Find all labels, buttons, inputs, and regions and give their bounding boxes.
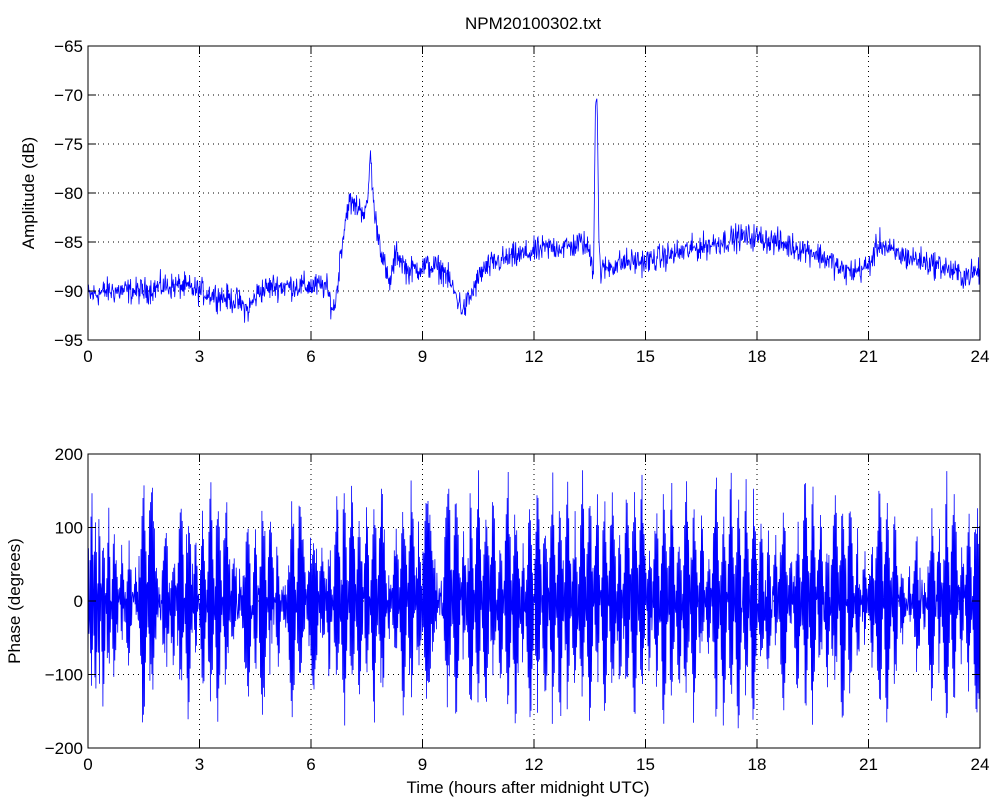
x-tick-label: 24 — [971, 347, 990, 366]
x-tick-label: 6 — [306, 347, 315, 366]
x-tick-label: 0 — [83, 755, 92, 774]
y-tick-label: −100 — [45, 666, 83, 685]
x-tick-label: 15 — [636, 755, 655, 774]
x-tick-label: 12 — [525, 755, 544, 774]
x-tick-label: 18 — [748, 755, 767, 774]
y-tick-label: −65 — [54, 37, 83, 56]
y-tick-label: −85 — [54, 233, 83, 252]
x-tick-label: 21 — [859, 755, 878, 774]
y-tick-label: −95 — [54, 331, 83, 350]
y-tick-label: −90 — [54, 282, 83, 301]
x-tick-label: 6 — [306, 755, 315, 774]
x-tick-label: 18 — [748, 347, 767, 366]
y-tick-label: −75 — [54, 135, 83, 154]
x-tick-label: 21 — [859, 347, 878, 366]
x-axis-label: Time (hours after midnight UTC) — [406, 778, 649, 797]
x-tick-label: 12 — [525, 347, 544, 366]
y-tick-label: −80 — [54, 184, 83, 203]
y-tick-label: −200 — [45, 739, 83, 758]
y-tick-label: 100 — [55, 519, 83, 538]
x-tick-label: 24 — [971, 755, 990, 774]
y-tick-label: −70 — [54, 86, 83, 105]
x-tick-label: 0 — [83, 347, 92, 366]
data-line-2 — [87, 470, 981, 729]
x-tick-label: 9 — [418, 755, 427, 774]
x-tick-label: 15 — [636, 347, 655, 366]
y-axis-label: Phase (degrees) — [5, 538, 24, 664]
x-tick-label: 3 — [195, 755, 204, 774]
y-tick-label: 200 — [55, 445, 83, 464]
y-tick-label: 0 — [74, 592, 83, 611]
y-axis-label: Amplitude (dB) — [19, 137, 38, 249]
x-tick-label: 9 — [418, 347, 427, 366]
figure-title: NPM20100302.txt — [465, 14, 601, 33]
data-line-1 — [87, 98, 981, 323]
x-tick-label: 3 — [195, 347, 204, 366]
